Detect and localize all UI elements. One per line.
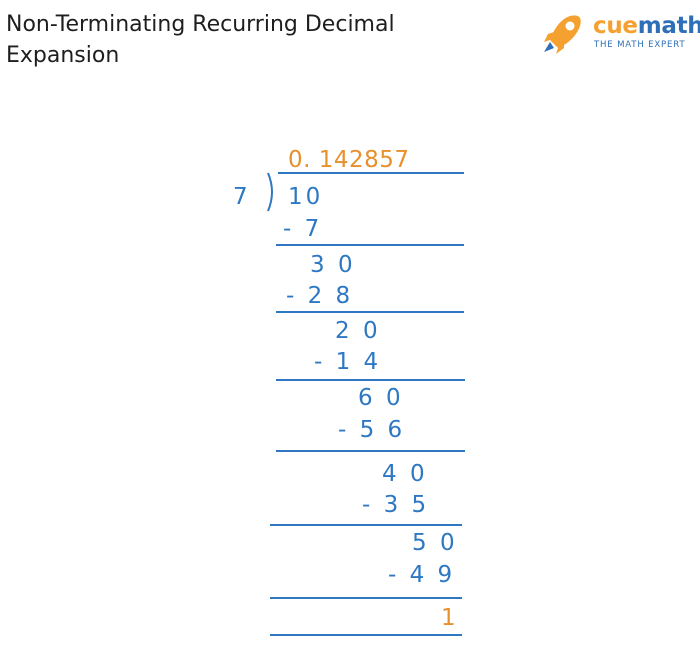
final-line <box>270 634 462 636</box>
subtract-step-2: - 2 8 <box>286 283 354 309</box>
remainder-step-3: 2 0 <box>335 318 381 344</box>
remainder-step-4: 6 0 <box>358 385 404 411</box>
step-line-5 <box>270 524 462 526</box>
page-title: Non-Terminating Recurring Decimal Expans… <box>6 12 395 68</box>
rocket-icon <box>544 15 581 54</box>
subtract-step-6: - 4 9 <box>388 562 456 588</box>
subtract-step-1: - 7 <box>283 216 323 242</box>
quotient: 0. 142857 <box>288 147 410 173</box>
step-line-4 <box>276 450 465 452</box>
remainder-step-2: 3 0 <box>310 252 356 278</box>
cuemath-logo: cuemath THE MATH EXPERT <box>538 12 700 58</box>
step-line-3 <box>276 379 465 381</box>
subtract-step-4: - 5 6 <box>338 417 406 443</box>
brand-name: cuemath <box>593 13 700 39</box>
quotient-bar <box>278 172 464 174</box>
subtract-step-3: - 1 4 <box>314 349 382 375</box>
final-remainder: 1 <box>441 605 459 631</box>
step-line-6 <box>270 597 462 599</box>
subtract-step-5: - 3 5 <box>362 492 430 518</box>
remainder-step-5: 4 0 <box>382 461 428 487</box>
brand-tagline: THE MATH EXPERT <box>594 40 686 50</box>
dividend: 10 <box>288 184 324 210</box>
division-bracket <box>267 172 273 212</box>
step-line-2 <box>276 311 464 313</box>
remainder-step-6: 5 0 <box>412 530 458 556</box>
step-line-1 <box>276 244 464 246</box>
divisor: 7 <box>233 184 251 210</box>
